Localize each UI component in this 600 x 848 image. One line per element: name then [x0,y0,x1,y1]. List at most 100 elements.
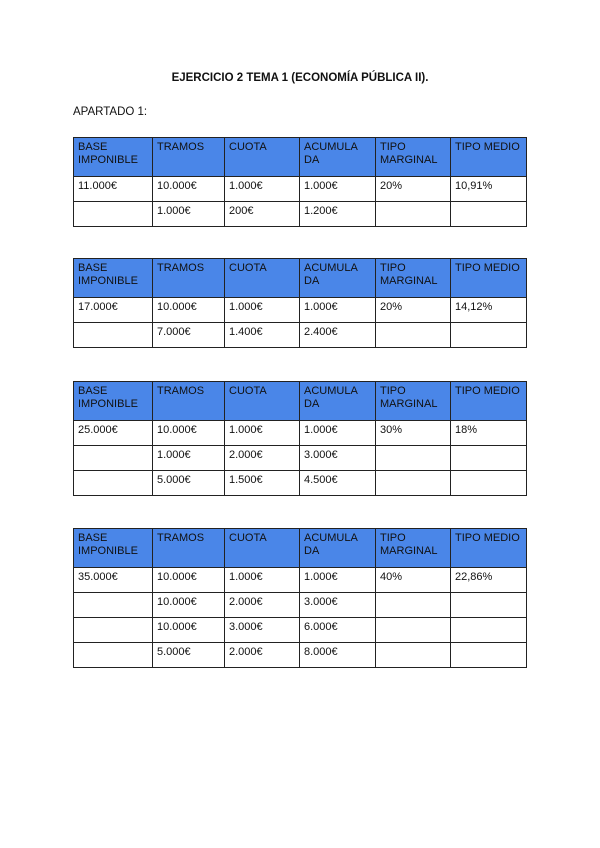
table-cell [450,445,527,471]
table-cell: 1.400€ [224,322,300,348]
table-cell [73,642,153,668]
table-cell [375,445,451,471]
table-cell: 5.000€ [152,642,225,668]
column-header: ACUMULA DA [299,258,376,298]
document-title: EJERCICIO 2 TEMA 1 (ECONOMÍA PÚBLICA II)… [171,72,429,84]
table-cell: 17.000€ [73,297,153,323]
column-header: ACUMULA DA [299,137,376,177]
column-header: CUOTA [224,137,300,177]
table-cell: 2.000€ [224,642,300,668]
table-cell: 30% [375,420,451,446]
table-row: 1.000€ 200€ 1.200€ [73,201,527,227]
table-cell: 3.000€ [299,445,376,471]
column-header: BASE IMPONIBLE [73,137,153,177]
table-cell: 1.200€ [299,201,376,227]
table-header-row: BASE IMPONIBLE TRAMOS CUOTA ACUMULA DA TIPO … [73,258,527,298]
table-cell [73,201,153,227]
table-cell: 2.000€ [224,592,300,618]
table-cell [375,470,451,496]
table-cell [73,322,153,348]
tax-table: BASE IMPONIBLE TRAMOS CUOTA ACUMULA DA TIPO … [73,258,527,348]
table-cell: 10.000€ [152,592,225,618]
table-cell: 7.000€ [152,322,225,348]
column-header: BASE IMPONIBLE [73,381,153,421]
table-cell [450,322,527,348]
column-header: TIPO MARGINAL [375,137,451,177]
table-cell: 1.000€ [299,176,376,202]
table-cell: 1.000€ [224,420,300,446]
table-row: 17.000€ 10.000€ 1.000€ 1.000€ 20% 14,12% [73,297,527,323]
tax-table: BASE IMPONIBLE TRAMOS CUOTA ACUMULA DA TIPO … [73,528,527,668]
table-row: 5.000€ 1.500€ 4.500€ [73,470,527,496]
column-header: TRAMOS [152,137,225,177]
table-cell: 10.000€ [152,567,225,593]
table-row: 7.000€ 1.400€ 2.400€ [73,322,527,348]
table-cell: 11.000€ [73,176,153,202]
table-cell: 8.000€ [299,642,376,668]
table-cell: 1.000€ [224,176,300,202]
table-cell: 1.000€ [152,201,225,227]
table-cell [450,617,527,643]
table-cell: 4.500€ [299,470,376,496]
table-cell: 14,12% [450,297,527,323]
table-cell: 25.000€ [73,420,153,446]
table-cell [450,470,527,496]
table-cell [73,592,153,618]
table-header-row: BASE IMPONIBLE TRAMOS CUOTA ACUMULA DA TIPO … [73,381,527,421]
table-cell: 1.000€ [299,297,376,323]
table-cell: 10.000€ [152,297,225,323]
table-row: 35.000€ 10.000€ 1.000€ 1.000€ 40% 22,86% [73,567,527,593]
table-cell: 40% [375,567,451,593]
table-header-row: BASE IMPONIBLE TRAMOS CUOTA ACUMULA DA TIPO … [73,137,527,177]
table-cell: 10,91% [450,176,527,202]
table-cell: 10.000€ [152,176,225,202]
column-header: TRAMOS [152,258,225,298]
column-header: CUOTA [224,528,300,568]
table-cell: 2.000€ [224,445,300,471]
table-cell [375,617,451,643]
table-cell [375,642,451,668]
tax-table: BASE IMPONIBLE TRAMOS CUOTA ACUMULA DA TIPO … [73,137,527,227]
column-header: BASE IMPONIBLE [73,258,153,298]
table-cell: 1.000€ [152,445,225,471]
column-header: TIPO MARGINAL [375,528,451,568]
column-header: TIPO MARGINAL [375,381,451,421]
table-cell: 10.000€ [152,617,225,643]
table-cell: 2.400€ [299,322,376,348]
table-cell: 20% [375,297,451,323]
column-header: TRAMOS [152,381,225,421]
table-cell: 3.000€ [224,617,300,643]
table-cell [73,617,153,643]
table-cell [450,592,527,618]
column-header: TIPO MEDIO [450,381,527,421]
table-cell: 5.000€ [152,470,225,496]
table-cell [375,592,451,618]
table-cell: 20% [375,176,451,202]
table-cell: 1.000€ [299,420,376,446]
table-header-row: BASE IMPONIBLE TRAMOS CUOTA ACUMULA DA TIPO … [73,528,527,568]
table-row: 10.000€ 3.000€ 6.000€ [73,617,527,643]
column-header: ACUMULA DA [299,528,376,568]
table-row: 25.000€ 10.000€ 1.000€ 1.000€ 30% 18% [73,420,527,446]
column-header: BASE IMPONIBLE [73,528,153,568]
table-cell [73,445,153,471]
table-cell [450,642,527,668]
table-cell: 22,86% [450,567,527,593]
column-header: TIPO MEDIO [450,137,527,177]
column-header: CUOTA [224,258,300,298]
table-cell: 3.000€ [299,592,376,618]
table-cell: 6.000€ [299,617,376,643]
column-header: TIPO MEDIO [450,258,527,298]
table-cell: 35.000€ [73,567,153,593]
table-cell [375,201,451,227]
column-header: TRAMOS [152,528,225,568]
table-cell: 1.000€ [224,567,300,593]
table-cell: 1.000€ [299,567,376,593]
table-cell: 18% [450,420,527,446]
column-header: ACUMULA DA [299,381,376,421]
section-heading: APARTADO 1: [73,106,148,118]
column-header: CUOTA [224,381,300,421]
tax-table: BASE IMPONIBLE TRAMOS CUOTA ACUMULA DA TIPO … [73,381,527,496]
table-cell [73,470,153,496]
table-cell: 200€ [224,201,300,227]
